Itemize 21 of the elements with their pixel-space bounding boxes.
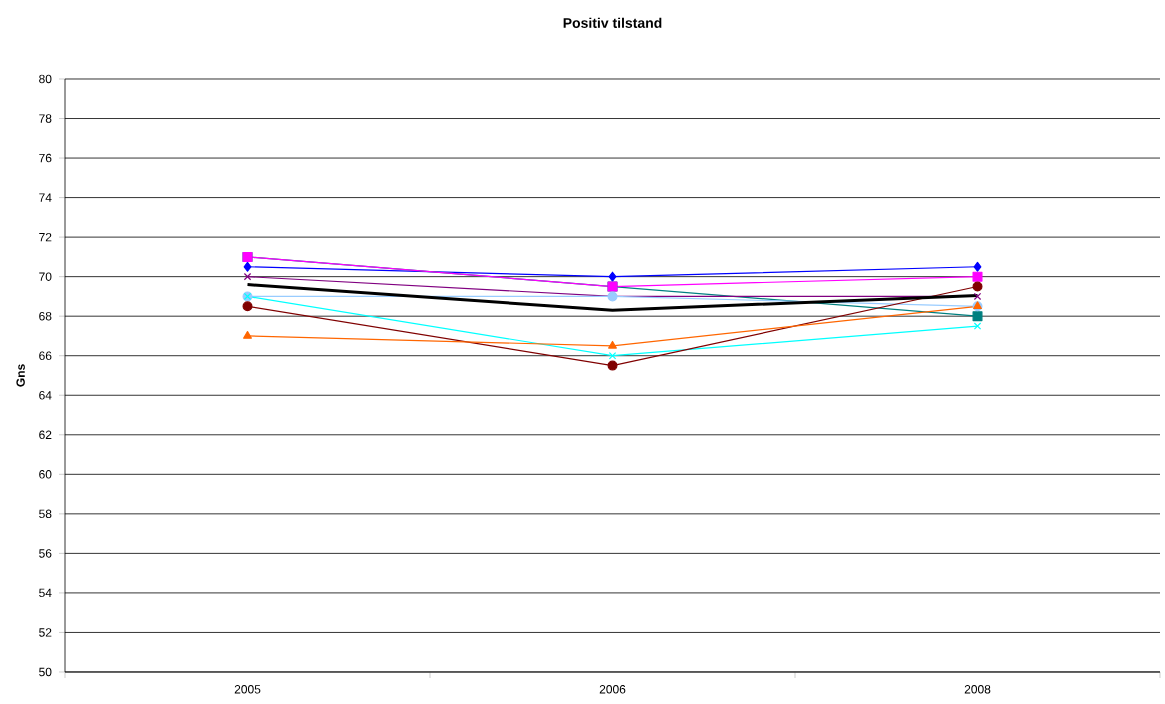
- y-tick-label: 56: [39, 549, 52, 558]
- y-tick-label: 60: [39, 470, 52, 479]
- y-tick-label: 70: [39, 272, 52, 281]
- chart-title: Positiv tilstand: [563, 17, 662, 28]
- y-tick-label: 52: [39, 628, 52, 637]
- x-tick-label: 2005: [234, 685, 261, 694]
- y-tick-label: 80: [39, 74, 52, 84]
- y-tick-label: 68: [39, 311, 52, 321]
- y-tick-label: 76: [39, 153, 52, 163]
- y-tick-label: 58: [39, 509, 52, 519]
- y-tick-label: 72: [39, 232, 52, 242]
- x-tick-label: 2006: [599, 685, 626, 694]
- y-tick-label: 50: [39, 667, 52, 677]
- y-tick-label: 54: [39, 588, 52, 598]
- y-tick-label: 74: [39, 193, 52, 202]
- y-tick-label: 66: [39, 351, 52, 360]
- y-tick-label: 64: [39, 391, 52, 400]
- y-tick-label: 78: [39, 114, 52, 123]
- y-tick-label: 62: [39, 430, 52, 440]
- y-axis-title: Gns: [16, 364, 25, 387]
- x-tick-label: 2008: [964, 685, 991, 694]
